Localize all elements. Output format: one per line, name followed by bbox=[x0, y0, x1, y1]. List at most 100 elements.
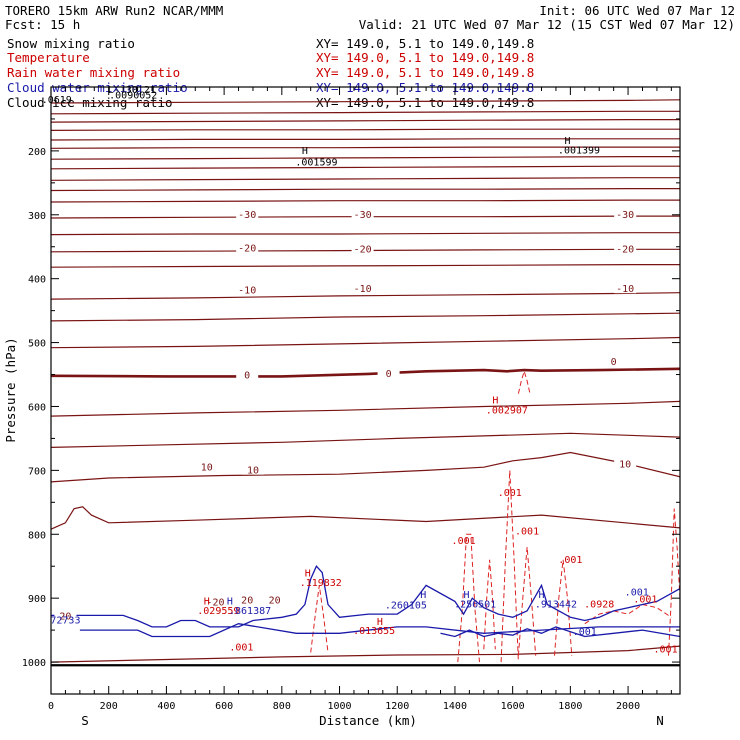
x-tick-label: 600 bbox=[215, 701, 233, 712]
freezing-level-line bbox=[51, 367, 680, 378]
isentrope-line bbox=[51, 400, 680, 417]
contour-label-bg bbox=[236, 284, 259, 295]
extrema-label: .001 bbox=[633, 595, 657, 606]
isentrope-line bbox=[51, 138, 680, 141]
y-tick-label: 600 bbox=[28, 402, 46, 413]
contour-label-bg bbox=[614, 209, 637, 220]
contour-label: -10 bbox=[238, 285, 256, 296]
rain-contour bbox=[517, 369, 531, 394]
isentrope-line bbox=[51, 506, 680, 530]
extrema-label: H bbox=[302, 146, 308, 157]
isentrope-line bbox=[51, 156, 680, 160]
x-tick-label: 2000 bbox=[616, 701, 640, 712]
isentrope-line bbox=[51, 99, 680, 104]
x-tick-label: 1600 bbox=[501, 701, 525, 712]
extrema-label: .913442 bbox=[535, 600, 577, 611]
plot-frame bbox=[50, 86, 681, 695]
isentrope-line bbox=[51, 645, 680, 663]
contour-label: 10 bbox=[619, 459, 631, 470]
legend-name-temperature: Temperature bbox=[7, 50, 90, 65]
contour-label: -30 bbox=[238, 210, 256, 221]
legend-xy-snow: XY= 149.0, 5.1 to 149.0,149.8 bbox=[316, 36, 534, 51]
isentrope-line bbox=[51, 432, 680, 448]
contour-label-bg bbox=[614, 458, 637, 469]
extrema-label: .001 bbox=[573, 627, 597, 638]
contour-label: 0 bbox=[244, 370, 250, 381]
contour-label-bg bbox=[377, 368, 400, 379]
isentrope-line bbox=[51, 312, 680, 322]
isentrope-line bbox=[51, 199, 680, 203]
valid-time: Valid: 21 UTC Wed 07 Mar 12 (15 CST Wed … bbox=[359, 17, 735, 32]
rain-contour bbox=[668, 508, 680, 656]
rain-contour bbox=[310, 585, 329, 653]
extrema-label: .0090052 bbox=[109, 91, 157, 102]
y-tick-label: 500 bbox=[28, 339, 46, 350]
contour-label: 20 bbox=[59, 611, 71, 622]
x-axis-end-label: N bbox=[656, 713, 664, 728]
extrema-label: .001599 bbox=[295, 158, 337, 169]
contour-label-bg bbox=[236, 242, 259, 253]
isentrope-line bbox=[51, 264, 680, 268]
extrema-label: .119832 bbox=[300, 578, 342, 589]
x-tick-label: 1800 bbox=[558, 701, 582, 712]
x-tick-label: 200 bbox=[100, 701, 118, 712]
plot-inner bbox=[51, 99, 680, 667]
extrema-label: .256501 bbox=[454, 600, 496, 611]
extrema-label: .001 bbox=[558, 555, 582, 566]
contour-label-bg bbox=[236, 594, 259, 605]
isentrope-line bbox=[51, 292, 680, 300]
contour-label: -20 bbox=[616, 245, 634, 256]
forecast-hour: Fcst: 15 h bbox=[5, 17, 80, 32]
rain-contour bbox=[584, 603, 672, 625]
extrema-label: .001 bbox=[515, 526, 539, 537]
legend-xy-rain: XY= 149.0, 5.1 to 149.0,149.8 bbox=[316, 65, 534, 80]
extrema-label: .0619 bbox=[42, 95, 72, 106]
rain-contour bbox=[500, 470, 519, 663]
contour-label-bg bbox=[614, 243, 637, 254]
contour-label: 20 bbox=[241, 595, 253, 606]
contour-label: 20 bbox=[269, 595, 281, 606]
extrema-label: .013655 bbox=[353, 626, 395, 637]
isentrope-line bbox=[51, 177, 680, 181]
contour-label-bg bbox=[602, 356, 625, 367]
contour-label-bg bbox=[241, 464, 264, 475]
extrema-label: L-.30.21 bbox=[108, 85, 156, 96]
contour-label-bg bbox=[236, 369, 259, 380]
x-axis-start-label: S bbox=[81, 713, 89, 728]
rain-contour bbox=[554, 559, 573, 656]
rain-contour bbox=[457, 533, 480, 663]
isentrope-line bbox=[51, 110, 680, 115]
extrema-label: H bbox=[204, 597, 210, 608]
extrema-label: .002907 bbox=[486, 406, 528, 417]
contour-label-bg bbox=[236, 209, 259, 220]
y-tick-label: 700 bbox=[28, 466, 46, 477]
extrema-label: 72733 bbox=[50, 616, 80, 627]
x-tick-label: 0 bbox=[48, 701, 54, 712]
contour-label: -10 bbox=[616, 284, 634, 295]
contour-label-bg bbox=[351, 209, 374, 220]
extrema-label: .001399 bbox=[558, 145, 600, 156]
cloud-water-contour bbox=[51, 565, 680, 628]
legend-name-snow: Snow mixing ratio bbox=[7, 36, 135, 51]
plot-area: -30 -30 -30 -20 -20 -20 -10 -10 -10 0 0 0 10 10 10 20 -2… bbox=[22, 85, 681, 712]
contour-label: -30 bbox=[354, 210, 372, 221]
extrema-label: .0928 bbox=[584, 600, 614, 611]
isentrope-line bbox=[51, 232, 680, 236]
x-tick-label: 1200 bbox=[385, 701, 409, 712]
extrema-label: H bbox=[492, 395, 498, 406]
x-tick-label: 1400 bbox=[443, 701, 467, 712]
rain-contour bbox=[483, 559, 496, 650]
extrema-label: H bbox=[564, 136, 570, 147]
x-tick-label: 1000 bbox=[327, 701, 351, 712]
extrema-label: .001 bbox=[229, 643, 253, 654]
contour-label-bg bbox=[204, 596, 227, 607]
isentrope-line bbox=[51, 188, 680, 192]
extrema-label: .001 bbox=[452, 536, 476, 547]
legend-xy-cloud-ice: XY= 149.0, 5.1 to 149.0,149.8 bbox=[316, 95, 534, 110]
extrema-label: .029559 bbox=[197, 606, 239, 617]
contour-label-bg bbox=[195, 461, 218, 472]
isentrope-line bbox=[51, 146, 680, 149]
isentrope-line bbox=[51, 215, 680, 219]
contour-label-bg bbox=[351, 243, 374, 254]
contour-label-bg bbox=[263, 594, 286, 605]
